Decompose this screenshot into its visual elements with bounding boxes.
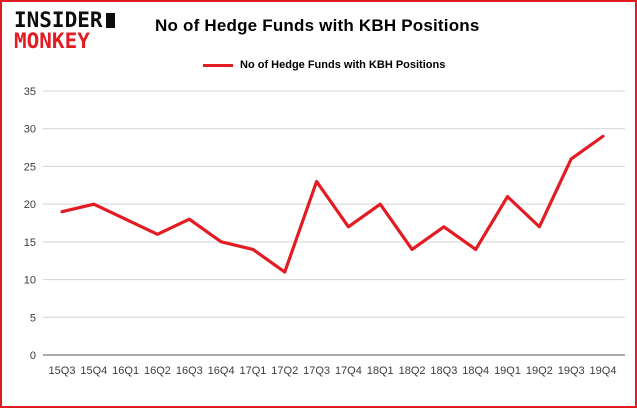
x-axis-tick-label: 17Q2 <box>271 365 298 377</box>
x-axis-tick-label: 18Q1 <box>367 365 394 377</box>
logo-cursor-block-icon <box>105 13 115 29</box>
chart-title: No of Hedge Funds with KBH Positions <box>155 16 480 35</box>
x-axis-tick-label: 16Q1 <box>112 365 139 377</box>
x-axis-tick-label: 16Q2 <box>144 365 171 377</box>
x-axis-tick-label: 17Q3 <box>303 365 330 377</box>
y-axis-tick-label: 25 <box>24 161 36 173</box>
logo-text-insider: INSIDER <box>14 8 103 32</box>
insider-monkey-logo: INSIDER MONKEY <box>14 8 115 54</box>
x-axis-tick-label: 16Q3 <box>176 365 203 377</box>
x-axis-tick-label: 15Q3 <box>49 365 76 377</box>
x-axis-tick-label: 17Q4 <box>335 365 362 377</box>
x-axis-tick-label: 19Q2 <box>526 365 553 377</box>
logo-line-monkey: MONKEY <box>14 29 90 54</box>
x-axis-tick-label: 19Q1 <box>494 365 521 377</box>
x-axis-tick-label: 18Q3 <box>430 365 457 377</box>
y-axis-tick-label: 20 <box>24 199 36 211</box>
x-axis-tick-label: 18Q4 <box>462 365 489 377</box>
x-axis-tick-label: 19Q4 <box>590 365 617 377</box>
chart-legend: No of Hedge Funds with KBH Positions <box>203 59 445 71</box>
x-axis-tick-label: 19Q3 <box>558 365 585 377</box>
x-axis-tick-label: 16Q4 <box>208 365 235 377</box>
logo-line-insider: INSIDER <box>14 8 115 32</box>
legend-label: No of Hedge Funds with KBH Positions <box>240 59 446 71</box>
legend-line-swatch-icon <box>203 63 233 67</box>
y-axis-tick-label: 5 <box>30 312 36 324</box>
x-axis-tick-label: 18Q2 <box>399 365 426 377</box>
x-axis-tick-label: 15Q4 <box>80 365 107 377</box>
y-axis-tick-label: 15 <box>24 237 36 249</box>
y-axis-tick-label: 0 <box>30 350 36 362</box>
y-axis-tick-label: 30 <box>24 124 36 136</box>
y-axis-tick-label: 10 <box>24 275 36 287</box>
line-chart: 0 5 10 15 20 25 30 35 15Q3 15Q4 16Q1 16Q2 16Q3 16Q4 17… <box>24 86 625 377</box>
y-axis-tick-label: 35 <box>24 86 36 98</box>
data-series-line <box>60 134 605 274</box>
x-axis-tick-label: 17Q1 <box>239 365 266 377</box>
